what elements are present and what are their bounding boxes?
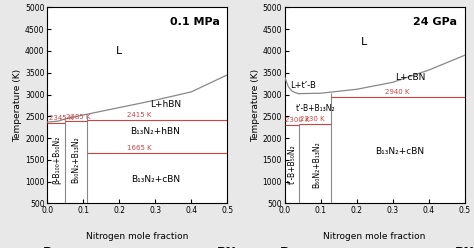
Text: β-B₁₀₀+B₅₀N₂: β-B₁₀₀+B₅₀N₂ bbox=[52, 136, 61, 184]
Text: B₁₃N₂+cBN: B₁₃N₂+cBN bbox=[375, 147, 424, 155]
Text: L+hBN: L+hBN bbox=[151, 100, 182, 109]
Text: B: B bbox=[280, 247, 290, 248]
Text: 2300 K: 2300 K bbox=[285, 117, 310, 123]
Text: L+cBN: L+cBN bbox=[395, 73, 426, 82]
Y-axis label: Temperature (K): Temperature (K) bbox=[251, 69, 260, 142]
Text: 24 GPa: 24 GPa bbox=[413, 17, 457, 27]
Text: B₅₀N₂+B₁₃N₂: B₅₀N₂+B₁₃N₂ bbox=[71, 136, 80, 183]
Text: 0.1 MPa: 0.1 MPa bbox=[170, 17, 220, 27]
Text: L+t’-B: L+t’-B bbox=[291, 81, 316, 90]
Text: t’-B+B₅₀N₂: t’-B+B₅₀N₂ bbox=[288, 144, 297, 184]
Text: 2940 K: 2940 K bbox=[385, 89, 410, 95]
X-axis label: Nitrogen mole fraction: Nitrogen mole fraction bbox=[323, 232, 426, 241]
Text: L: L bbox=[116, 46, 122, 56]
Text: L: L bbox=[361, 37, 367, 47]
Text: 2415 K: 2415 K bbox=[127, 112, 151, 118]
Text: 2385 K: 2385 K bbox=[66, 114, 91, 120]
Text: 2330 K: 2330 K bbox=[300, 116, 325, 122]
Text: 2345 K: 2345 K bbox=[49, 115, 73, 121]
Text: B₅₀N₂+B₁₃N₂: B₅₀N₂+B₁₃N₂ bbox=[312, 141, 321, 187]
X-axis label: Nitrogen mole fraction: Nitrogen mole fraction bbox=[86, 232, 189, 241]
Text: BN: BN bbox=[217, 247, 237, 248]
Text: 1665 K: 1665 K bbox=[127, 145, 151, 151]
Y-axis label: Temperature (K): Temperature (K) bbox=[13, 69, 22, 142]
Text: B₁₃N₂+hBN: B₁₃N₂+hBN bbox=[130, 127, 180, 136]
Text: B: B bbox=[43, 247, 52, 248]
Text: B₁₃N₂+cBN: B₁₃N₂+cBN bbox=[131, 175, 180, 184]
Text: t’-B+B₁₃N₂: t’-B+B₁₃N₂ bbox=[295, 104, 335, 113]
Text: BN: BN bbox=[455, 247, 474, 248]
